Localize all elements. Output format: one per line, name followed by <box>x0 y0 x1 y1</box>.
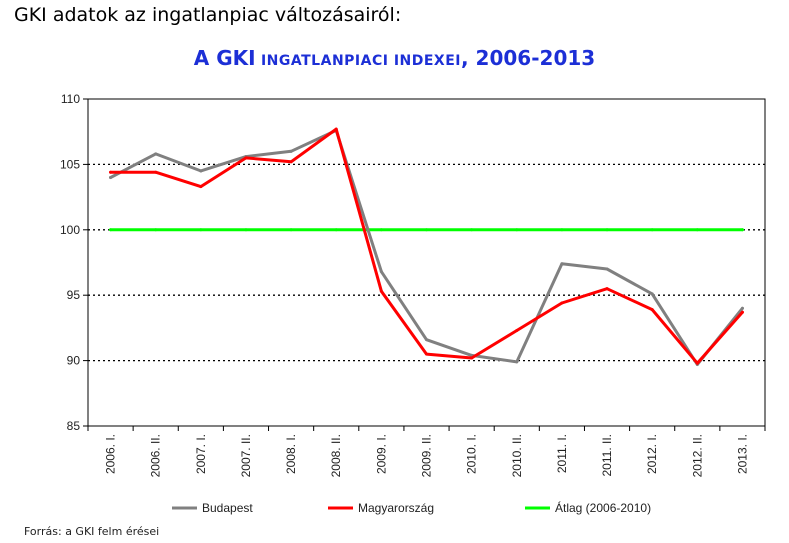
data-point <box>740 306 744 310</box>
legend-label: Átlag (2006-2010) <box>555 500 651 515</box>
data-point <box>650 228 654 232</box>
x-tick-label: 2006. I. <box>104 434 118 474</box>
data-point <box>154 228 158 232</box>
x-tick-label: 2008. II. <box>329 434 343 477</box>
data-point <box>289 160 293 164</box>
data-point <box>740 228 744 232</box>
data-point <box>109 175 113 179</box>
x-tick-label: 2010. I. <box>465 434 479 474</box>
data-point <box>109 170 113 174</box>
x-axis-ticks: 2006. I. 2006. II. 2007. I. 2007. II. 2008. … <box>87 426 766 477</box>
data-point <box>695 361 699 365</box>
data-point <box>695 228 699 232</box>
data-point <box>650 292 654 296</box>
data-point <box>470 356 474 360</box>
data-point <box>379 270 383 274</box>
data-point <box>560 228 564 232</box>
data-point <box>605 228 609 232</box>
series-layer <box>109 127 744 367</box>
x-tick-label: 2007. I. <box>194 434 208 474</box>
data-point <box>244 228 248 232</box>
page-heading: GKI adatok az ingatlanpiac változásairól… <box>14 4 402 26</box>
x-tick-label: 2013. I. <box>735 434 749 474</box>
series-line-0 <box>109 128 744 366</box>
data-point <box>425 228 428 232</box>
x-tick-label: 2008. I. <box>284 434 298 474</box>
data-point <box>605 287 609 291</box>
y-tick-label: 85 <box>67 419 81 433</box>
data-point <box>244 156 248 160</box>
data-point <box>515 228 519 232</box>
grid-layer <box>88 163 765 362</box>
data-point <box>560 262 564 266</box>
y-tick-label: 100 <box>60 223 80 237</box>
data-point <box>515 360 519 364</box>
plot-frame <box>87 98 766 427</box>
data-point <box>425 338 428 342</box>
data-point <box>379 228 383 232</box>
data-point <box>289 228 293 232</box>
data-point <box>109 228 113 232</box>
data-point <box>740 310 744 314</box>
data-point <box>379 289 383 293</box>
data-point <box>199 228 203 232</box>
x-tick-label: 2010. II. <box>510 434 524 477</box>
y-axis-ticks: 85 90 95 100 105 110 <box>60 92 88 433</box>
x-tick-label: 2006. II. <box>149 434 163 477</box>
data-point <box>515 329 519 333</box>
source-note: Forrás: a GKI felm érései <box>24 525 160 538</box>
y-tick-label: 110 <box>61 92 80 106</box>
data-point <box>605 267 609 271</box>
series-line-1 <box>109 127 744 365</box>
data-point <box>199 185 203 189</box>
y-tick-label: 105 <box>60 157 80 171</box>
data-point <box>334 127 338 131</box>
x-tick-label: 2009. II. <box>420 434 434 477</box>
x-tick-label: 2011. I. <box>555 434 569 473</box>
data-point <box>154 170 158 174</box>
data-point <box>154 152 158 156</box>
legend-label: Budapest <box>202 501 253 515</box>
x-tick-label: 2012. I. <box>645 434 659 474</box>
chart-title: A GKI INGATLANPIACI INDEXEI, 2006-2013 <box>0 46 789 70</box>
data-point <box>560 301 564 305</box>
x-tick-label: 2011. II. <box>600 434 614 476</box>
y-tick-label: 90 <box>67 354 81 368</box>
chart-title-main: INGATLANPIACI INDEXEI <box>255 53 461 69</box>
chart-title-prefix: A GKI <box>193 46 256 70</box>
data-point <box>470 228 474 232</box>
legend: Budapest Magyarország Átlag (2006-2010) <box>172 500 651 515</box>
x-tick-label: 2007. II. <box>239 434 253 477</box>
data-point <box>289 149 293 153</box>
data-point <box>334 228 338 232</box>
x-tick-label: 2009. I. <box>374 434 388 474</box>
legend-label: Magyarország <box>358 501 434 515</box>
x-tick-label: 2012. II. <box>690 434 704 477</box>
y-tick-label: 95 <box>67 288 81 302</box>
data-point <box>650 308 654 312</box>
chart-title-suffix: , 2006-2013 <box>461 46 596 70</box>
data-point <box>425 352 428 356</box>
data-point <box>199 169 203 173</box>
